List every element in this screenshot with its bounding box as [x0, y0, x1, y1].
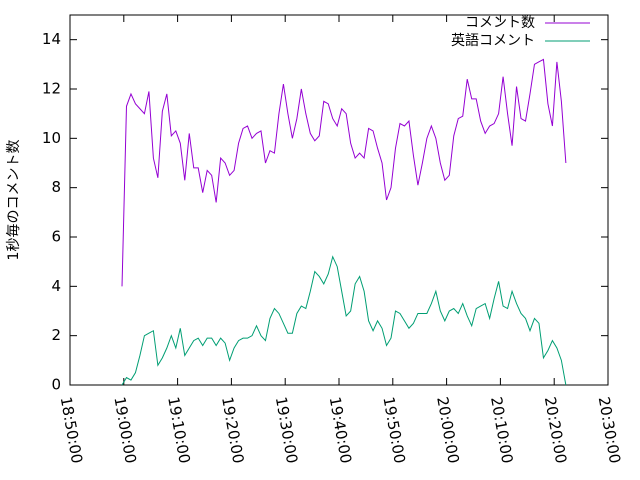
y-axis-label: 1秒毎のコメント数 — [6, 140, 22, 261]
x-tick-label: 20:20:00 — [541, 395, 570, 464]
y-tick-label: 6 — [51, 228, 61, 246]
x-tick-label: 19:30:00 — [272, 395, 301, 464]
y-tick-label: 4 — [51, 277, 61, 295]
x-tick-label: 20:00:00 — [433, 395, 462, 464]
data-line — [121, 58, 567, 287]
y-tick-label: 14 — [42, 30, 61, 48]
plot-frame — [69, 14, 609, 386]
x-tick-label: 18:50:00 — [57, 395, 86, 464]
x-tick-label: 20:30:00 — [595, 395, 624, 464]
y-tick-label: 12 — [42, 80, 61, 98]
x-tick-label: 19:10:00 — [164, 395, 193, 464]
x-tick-label: 20:10:00 — [487, 395, 516, 464]
x-tick-label: 19:00:00 — [110, 395, 139, 464]
y-tick-label: 2 — [51, 326, 61, 344]
y-tick-label: 8 — [51, 178, 61, 196]
y-tick-label: 10 — [42, 129, 61, 147]
x-tick-label: 19:40:00 — [326, 395, 355, 464]
legend-label: コメント数 — [465, 15, 535, 31]
y-tick-label: 0 — [51, 376, 61, 394]
data-line — [121, 255, 567, 386]
legend-label: 英語コメント — [451, 32, 535, 49]
x-tick-label: 19:20:00 — [218, 395, 247, 464]
x-tick-label: 19:50:00 — [379, 395, 408, 464]
